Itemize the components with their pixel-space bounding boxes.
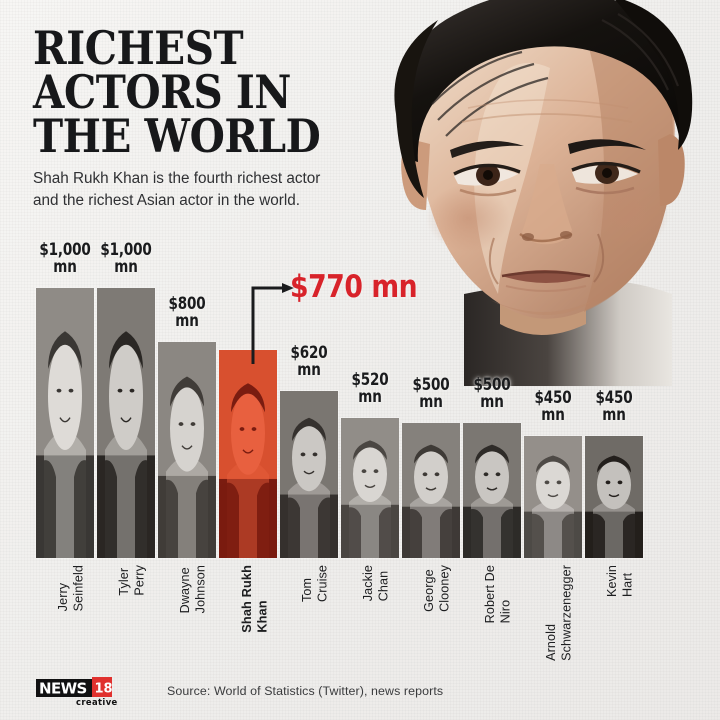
- svg-text:NEWS: NEWS: [39, 680, 87, 698]
- svg-text:18: 18: [95, 682, 113, 697]
- bar-shah-rukh: [219, 350, 277, 558]
- value-label-robert-de: $500 mn: [459, 375, 525, 411]
- hero-portrait-shah-rukh-khan: [372, 0, 702, 386]
- bar-robert-de: [463, 423, 521, 558]
- bar-jerry: [36, 288, 94, 558]
- subtitle-line-2: and the richest Asian actor in the world…: [33, 191, 300, 209]
- value-label-george: $500 mn: [398, 375, 464, 411]
- page-title: Richest Actors in The World: [33, 21, 341, 164]
- value-amount: $800: [168, 294, 206, 313]
- value-amount: $450: [534, 388, 572, 407]
- value-amount: $500: [473, 375, 511, 394]
- bar-arnold: [524, 436, 582, 558]
- title-line-3: The World: [33, 109, 321, 164]
- bar-jackie: [341, 418, 399, 558]
- value-unit: mn: [175, 310, 199, 330]
- name-label-dwayne: Dwayne Johnson: [178, 565, 208, 614]
- source-credit: Source: World of Statistics (Twitter), n…: [167, 684, 444, 698]
- value-label-dwayne: $800 mn: [154, 294, 220, 330]
- value-amount: $1,000: [39, 240, 91, 259]
- name-label-tyler: Tyler Perry: [117, 565, 147, 596]
- name-label-arnold: Arnold Schwarzenegger: [544, 565, 574, 661]
- svg-text:creative: creative: [76, 697, 118, 707]
- callout-arrow-icon: [251, 283, 294, 364]
- bar-tom: [280, 391, 338, 558]
- value-unit: mn: [480, 391, 504, 411]
- value-amount: $1,000: [100, 240, 152, 259]
- value-amount: $620: [290, 343, 328, 362]
- bar-tyler: [97, 288, 155, 558]
- title-line-2: Actors in: [33, 65, 291, 120]
- bar-dwayne: [158, 342, 216, 558]
- value-label-arnold: $450 mn: [520, 388, 586, 424]
- value-label-tom: $620 mn: [276, 343, 342, 379]
- value-unit: mn: [297, 359, 321, 379]
- value-label-kevin: $450 mn: [581, 388, 647, 424]
- title-line-1: Richest: [33, 21, 244, 75]
- value-label-tyler: $1,000 mn: [93, 240, 159, 276]
- name-label-jerry: Jerry Seinfeld: [56, 565, 86, 612]
- news18-creative-logo[interactable]: NEWS 18 creative: [36, 677, 122, 707]
- bar-george: [402, 423, 460, 558]
- value-amount: $500: [412, 375, 450, 394]
- value-label-jackie: $520 mn: [337, 370, 403, 406]
- value-label-jerry: $1,000 mn: [32, 240, 98, 276]
- name-label-kevin: Kevin Hart: [605, 565, 635, 598]
- value-unit: mn: [419, 391, 443, 411]
- value-unit: mn: [114, 256, 138, 276]
- name-label-shah-rukh: Shah Rukh Khan: [239, 565, 270, 633]
- value-amount: $520: [351, 370, 389, 389]
- subtitle-line-1: Shah Rukh Khan is the fourth richest act…: [33, 170, 321, 187]
- value-unit: mn: [541, 404, 565, 424]
- name-label-george: George Clooney: [422, 565, 452, 612]
- name-label-robert-de: Robert De Niro: [483, 565, 513, 624]
- callout-value-shah-rukh-khan: $770 mn: [290, 269, 418, 305]
- subtitle: Shah Rukh Khan is the fourth richest act…: [33, 168, 385, 211]
- bar-kevin: [585, 436, 643, 558]
- name-label-jackie: Jackie Chan: [361, 565, 391, 602]
- value-unit: mn: [358, 386, 382, 406]
- value-unit: mn: [53, 256, 77, 276]
- value-amount: $450: [595, 388, 633, 407]
- value-unit: mn: [602, 404, 626, 424]
- name-label-tom: Tom Cruise: [300, 565, 330, 602]
